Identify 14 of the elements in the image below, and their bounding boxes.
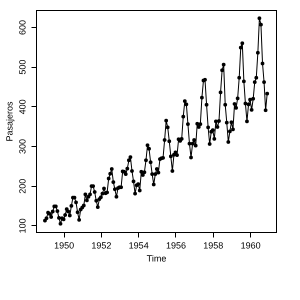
y-tick-label: 300 — [18, 138, 28, 154]
x-tick-label: 1950 — [54, 240, 74, 250]
y-tick-label: 200 — [18, 178, 28, 194]
x-tick-label: 1954 — [128, 240, 149, 250]
x-tick-label: 1952 — [91, 240, 112, 250]
x-axis-title: Time — [146, 254, 166, 264]
y-tick-label: 500 — [18, 60, 28, 75]
y-tick-label: 400 — [18, 99, 28, 114]
y-tick-label: 600 — [18, 20, 28, 35]
x-tick-label: 1956 — [166, 240, 186, 250]
y-tick-label: 100 — [18, 218, 28, 234]
x-tick-label: 1958 — [203, 240, 224, 250]
x-tick-label: 1960 — [240, 240, 261, 250]
y-axis-title: Pasajeros — [4, 100, 14, 142]
